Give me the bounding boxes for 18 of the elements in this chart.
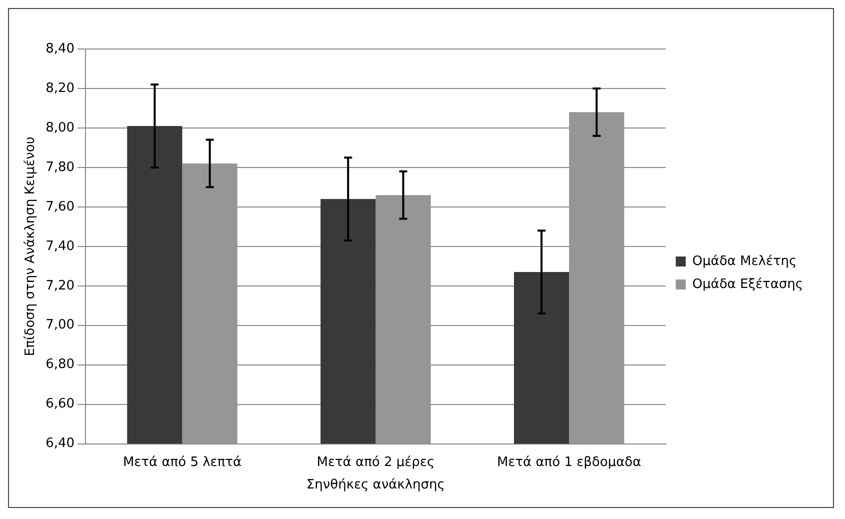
- legend-label: Ομάδα Εξέτασης: [692, 276, 804, 292]
- y-tick-label: 8,20: [46, 80, 75, 96]
- y-tick-label: 6,80: [46, 357, 75, 372]
- y-tick-label: 6,60: [46, 396, 75, 412]
- y-axis-title: Επίδοση στην Ανάκληση Κειμένου: [23, 136, 38, 356]
- y-tick-label: 6,40: [46, 436, 75, 452]
- x-tick-label: Μετά από 2 μέρες: [316, 454, 435, 470]
- x-tick-label: Μετά από 1 εβδομαδα: [496, 454, 642, 470]
- x-tick-label: Μετά από 5 λεπτά: [122, 454, 242, 470]
- legend-label: Ομάδα Μελέτης: [692, 254, 797, 269]
- y-tick-label: 7,80: [46, 160, 75, 175]
- y-tick-label: 7,40: [46, 238, 75, 254]
- y-tick-label: 8,00: [46, 120, 75, 136]
- x-axis-title: Σηνθήκες ανάκλησης: [306, 478, 445, 493]
- y-tick-label: 7,60: [46, 199, 75, 214]
- y-tick-label: 7,00: [46, 318, 75, 333]
- y-tick-label: 7,20: [46, 278, 75, 294]
- y-tick-label: 8,40: [46, 41, 75, 56]
